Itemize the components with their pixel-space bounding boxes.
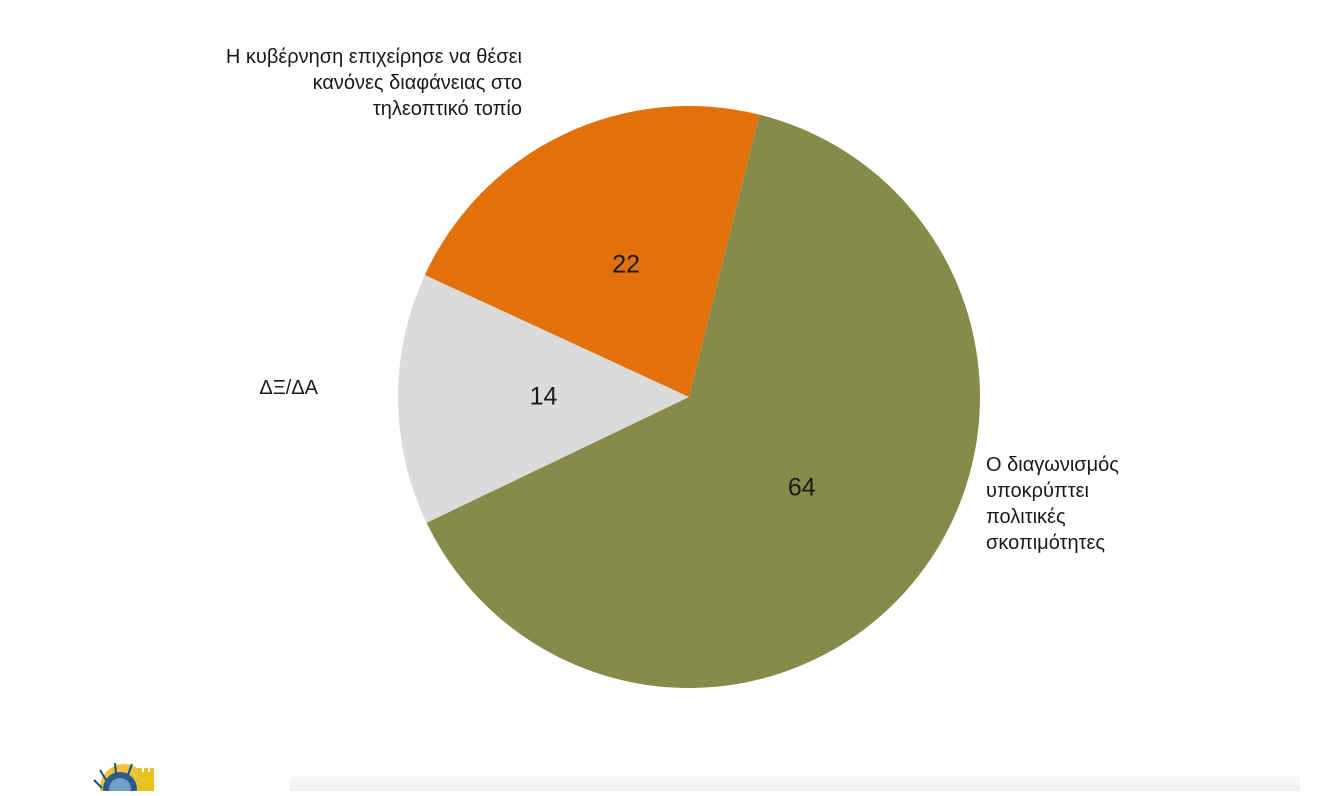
pie-slice-dont-know — [398, 274, 689, 523]
slice-value-dont-know: 14 — [530, 383, 558, 411]
emblem-logo-icon — [88, 758, 160, 796]
pie-slices — [398, 106, 981, 689]
pie-slice-government-transparency — [424, 106, 760, 398]
pie-slice-political-motives — [426, 114, 981, 689]
slice-value-political-motives: 64 — [788, 474, 816, 502]
slice-value-government-transparency: 22 — [612, 250, 640, 278]
slice-label-political-motives: Ο διαγωνισμός υποκρύπτει πολιτικές σκοπι… — [986, 454, 1119, 554]
slice-label-dont-know: ΔΞ/ΔΑ — [259, 377, 318, 399]
footer-bar — [290, 775, 1300, 791]
pie-value-labels: 64 14 22 — [530, 250, 816, 501]
slice-label-government-transparency: Η κυβέρνηση επιχείρησε να θέσει κανόνες … — [225, 46, 522, 120]
